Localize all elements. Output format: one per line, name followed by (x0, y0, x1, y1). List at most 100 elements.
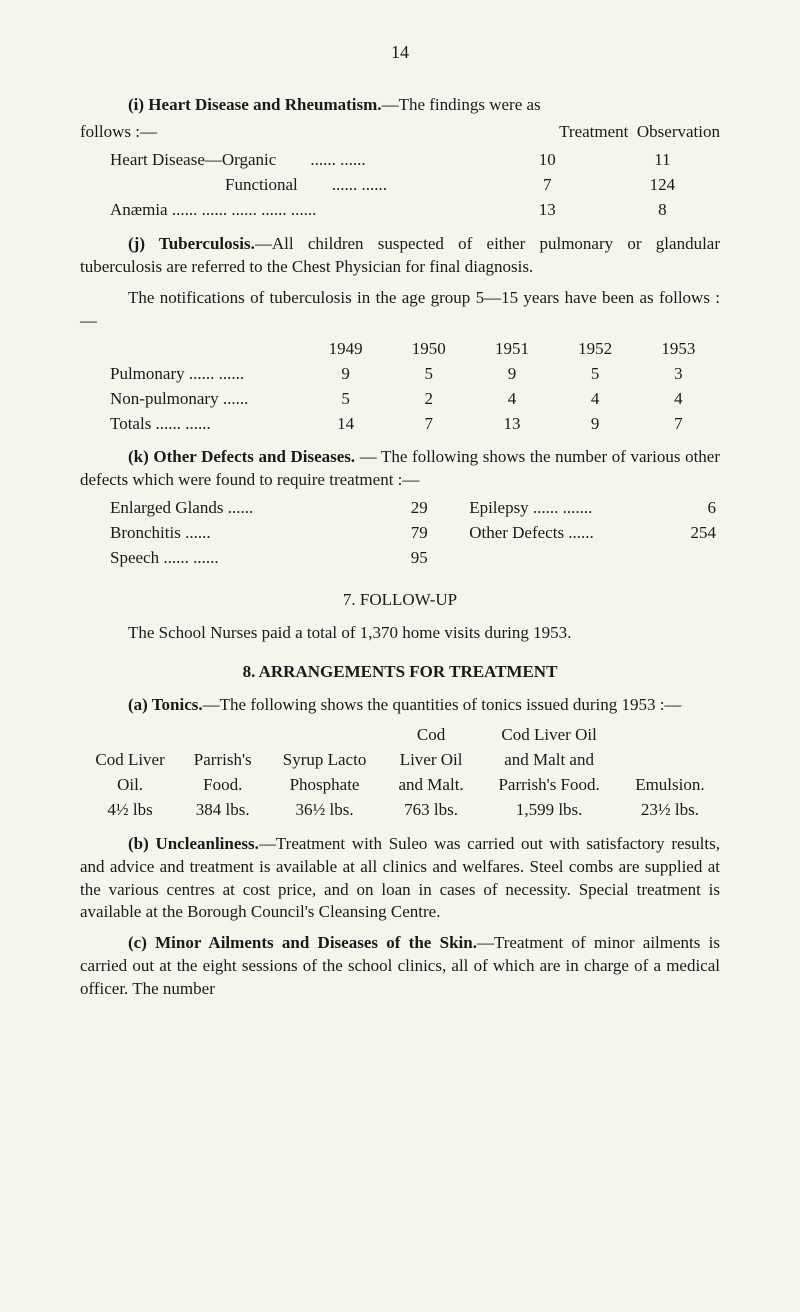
tonics-rest: —The following shows the quantities of t… (203, 695, 682, 714)
cell: 124 (605, 173, 720, 198)
year-header-row: 1949 1950 1951 1952 1953 (80, 337, 720, 362)
section-i-follows: follows :— (80, 121, 157, 144)
other-defects-table: Enlarged Glands ...... 29 Epilepsy .....… (80, 496, 720, 571)
cell: 13 (490, 198, 605, 223)
table-row: Cod Liver Parrish's Syrup Lacto Liver Oi… (80, 748, 720, 773)
table-row: Anæmia ...... ...... ...... ...... .....… (80, 198, 720, 223)
cell: Liver Oil (384, 748, 479, 773)
section-i-follows-row: follows :— Treatment Observation (80, 121, 720, 144)
row-label: Functional ...... ...... (80, 173, 490, 198)
cell: 10 (490, 148, 605, 173)
minor-ailments-para: (c) Minor Ailments and Diseases of the S… (80, 932, 720, 1001)
cell: 5 (554, 362, 637, 387)
cell: Enlarged Glands ...... (80, 496, 387, 521)
cell (80, 723, 180, 748)
tonics-bold: (a) Tonics. (128, 695, 203, 714)
cell: Syrup Lacto (265, 748, 383, 773)
table-row: Cod Cod Liver Oil (80, 723, 720, 748)
cell: and Malt and (478, 748, 619, 773)
cell: 4 (554, 387, 637, 412)
section-k-para: (k) Other Defects and Diseases. — The fo… (80, 446, 720, 492)
arrangements-head: 8. ARRANGEMENTS FOR TREATMENT (80, 661, 720, 684)
treatment-header: Treatment (559, 122, 628, 141)
table-row: Functional ...... ...... 7 124 (80, 173, 720, 198)
year: 1950 (387, 337, 470, 362)
section-i-bold: (i) Heart Disease and Rheumatism. (128, 95, 382, 114)
cell: 384 lbs. (180, 798, 265, 823)
row-label: Non-pulmonary ...... (80, 387, 304, 412)
uncleanliness-bold: (b) Uncleanliness. (128, 834, 259, 853)
cell: 9 (554, 412, 637, 437)
cell: Parrish's (180, 748, 265, 773)
cell: 8 (605, 198, 720, 223)
followup-head: 7. FOLLOW-UP (80, 589, 720, 612)
cell: 9 (470, 362, 553, 387)
cell: 6 (643, 496, 720, 521)
cell: and Malt. (384, 773, 479, 798)
uncleanliness-para: (b) Uncleanliness.—Treatment with Suleo … (80, 833, 720, 925)
table-row: Speech ...... ...... 95 (80, 546, 720, 571)
cell: Phosphate (265, 773, 383, 798)
table-row: 4½ lbs 384 lbs. 36½ lbs. 763 lbs. 1,599 … (80, 798, 720, 823)
cell: 7 (637, 412, 720, 437)
cell: 14 (304, 412, 387, 437)
section-j-para1: (j) Tuberculosis.—All children suspected… (80, 233, 720, 279)
cell: 7 (490, 173, 605, 198)
row-label: Heart Disease—Organic ...... ...... (80, 148, 490, 173)
section-j-bold: (j) Tuberculosis. (128, 234, 255, 253)
cell: Cod Liver Oil (478, 723, 619, 748)
cell: Speech ...... ...... (80, 546, 387, 571)
cell: 13 (470, 412, 553, 437)
cell: Parrish's Food. (478, 773, 619, 798)
cell: 36½ lbs. (265, 798, 383, 823)
cell: 2 (387, 387, 470, 412)
row-label: Anæmia ...... ...... ...... ...... .....… (80, 198, 490, 223)
section-i-header: Treatment Observation (559, 121, 720, 144)
tonics-table: Cod Cod Liver Oil Cod Liver Parrish's Sy… (80, 723, 720, 823)
cell: Other Defects ...... (451, 521, 643, 546)
table-row: Bronchitis ...... 79 Other Defects .....… (80, 521, 720, 546)
year: 1952 (554, 337, 637, 362)
cell (620, 723, 720, 748)
cell: 5 (304, 387, 387, 412)
row-label: Totals ...... ...... (80, 412, 304, 437)
year: 1951 (470, 337, 553, 362)
tuberculosis-table: 1949 1950 1951 1952 1953 Pulmonary .....… (80, 337, 720, 437)
cell: 1,599 lbs. (478, 798, 619, 823)
section-i-rest: —The findings were as (382, 95, 541, 114)
cell: 11 (605, 148, 720, 173)
minor-ailments-bold: (c) Minor Ailments and Diseases of the S… (128, 933, 477, 952)
cell: 4½ lbs (80, 798, 180, 823)
cell: 23½ lbs. (620, 798, 720, 823)
cell (180, 723, 265, 748)
year: 1953 (637, 337, 720, 362)
table-row: Pulmonary ...... ...... 9 5 9 5 3 (80, 362, 720, 387)
cell: 5 (387, 362, 470, 387)
section-k-bold: (k) Other Defects and Diseases. (128, 447, 355, 466)
cell: 4 (470, 387, 553, 412)
cell: Oil. (80, 773, 180, 798)
observation-header: Observation (637, 122, 720, 141)
table-row: Heart Disease—Organic ...... ...... 10 1… (80, 148, 720, 173)
cell: 29 (387, 496, 451, 521)
cell: 79 (387, 521, 451, 546)
cell: 9 (304, 362, 387, 387)
heart-disease-table: Heart Disease—Organic ...... ...... 10 1… (80, 148, 720, 223)
cell: 3 (637, 362, 720, 387)
cell: Emulsion. (620, 773, 720, 798)
cell (620, 748, 720, 773)
cell: Cod Liver (80, 748, 180, 773)
row-label: Pulmonary ...... ...... (80, 362, 304, 387)
page-number: 14 (80, 40, 720, 64)
cell (265, 723, 383, 748)
cell: 4 (637, 387, 720, 412)
cell: 763 lbs. (384, 798, 479, 823)
cell: Epilepsy ...... ....... (451, 496, 643, 521)
table-row: Totals ...... ...... 14 7 13 9 7 (80, 412, 720, 437)
document-page: 14 (i) Heart Disease and Rheumatism.—The… (0, 0, 800, 1045)
table-row: Enlarged Glands ...... 29 Epilepsy .....… (80, 496, 720, 521)
table-row: Oil. Food. Phosphate and Malt. Parrish's… (80, 773, 720, 798)
cell: 95 (387, 546, 451, 571)
year: 1949 (304, 337, 387, 362)
cell: 254 (643, 521, 720, 546)
